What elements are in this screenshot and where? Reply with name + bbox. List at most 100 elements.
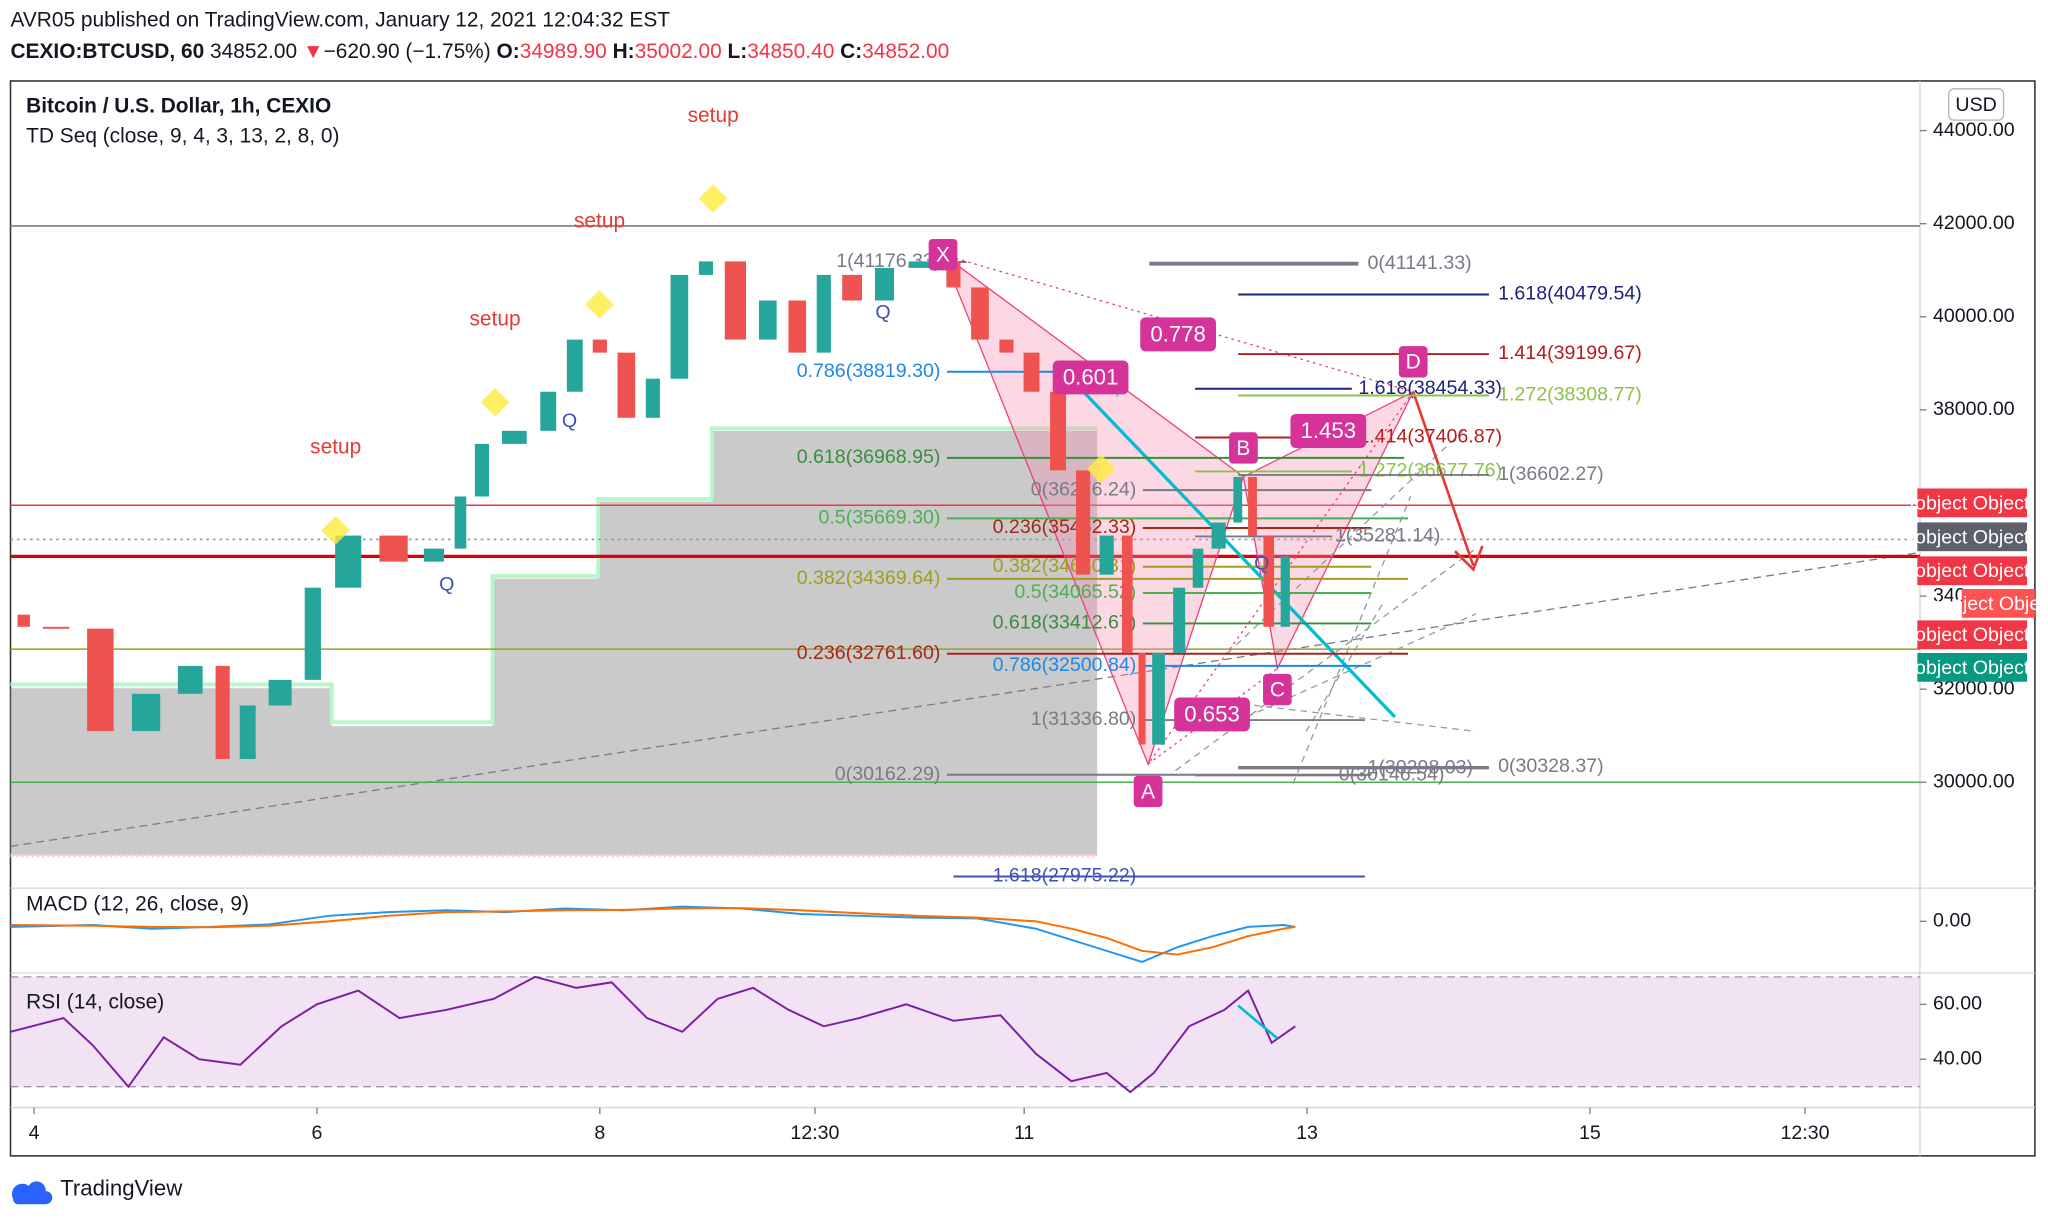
l: 34850.40	[747, 40, 834, 63]
fib-label: 1.414(37406.87)	[1358, 426, 1502, 448]
candle	[1138, 652, 1146, 745]
ratio-label: 1.453	[1301, 418, 1357, 443]
q-mark: Q	[1254, 552, 1269, 574]
candle	[87, 628, 114, 732]
point-box	[1263, 673, 1292, 706]
fib-label: 0.5(34065.52)	[1014, 581, 1136, 603]
candle	[42, 626, 70, 629]
change: −620.90 (−1.75%)	[324, 40, 491, 63]
c-label: C:	[840, 40, 862, 63]
last: 34852.00	[210, 40, 297, 63]
pattern-point: B	[1236, 437, 1250, 460]
fib-label: 0.382(34630.31)	[993, 555, 1137, 577]
publish-info: AVR05 published on TradingView.com, Janu…	[10, 8, 670, 31]
ratio-label: 0.653	[1184, 702, 1240, 727]
candle	[177, 665, 203, 694]
fib-label: 0(30328.37)	[1498, 755, 1604, 777]
candle	[1173, 587, 1186, 653]
macd-macd	[10, 905, 1296, 963]
indicator-title: TD Seq (close, 9, 4, 3, 13, 2, 8, 0)	[26, 125, 339, 148]
q-mark: Q	[439, 573, 454, 595]
candle	[1023, 352, 1040, 392]
x-tick-label: 12:30	[790, 1122, 839, 1144]
candle	[617, 352, 636, 418]
x-tick-label: 6	[312, 1122, 323, 1144]
chart-title: Bitcoin / U.S. Dollar, 1h, CEXIO	[26, 95, 331, 118]
rsi-trend	[1237, 1004, 1279, 1040]
arrow-head	[1454, 545, 1484, 572]
fib-label: 0.236(35462.33)	[993, 516, 1137, 538]
pattern-point: X	[936, 244, 950, 267]
candle	[971, 287, 989, 340]
td-line	[10, 426, 1098, 725]
cyan-trend	[1069, 377, 1397, 719]
x-tick-label: 12:30	[1781, 1122, 1830, 1144]
candle	[842, 274, 862, 301]
fib-label: 0.618(36968.95)	[797, 446, 941, 468]
y-tick-label: 42000.00	[1933, 212, 2015, 234]
currency: USD	[1955, 94, 1996, 116]
candle	[566, 339, 583, 392]
point-box	[1398, 346, 1428, 378]
y-tick-label: 32000.00	[1933, 677, 2015, 699]
diamond	[321, 515, 351, 545]
price-label-box	[1917, 556, 2028, 586]
y-tick-label: 340	[1933, 584, 1966, 606]
currency-box	[1948, 88, 2005, 121]
price-label-box	[1917, 653, 2028, 682]
candle	[758, 300, 777, 340]
candle	[454, 496, 467, 549]
fan-line	[1175, 548, 1477, 772]
fib-label: 1.618(27975.22)	[993, 865, 1137, 887]
o-label: O:	[497, 40, 520, 63]
candle	[1076, 470, 1091, 575]
price-label-box	[1917, 488, 2028, 518]
y-tick-label: 44000.00	[1933, 119, 2015, 141]
ratio-box	[1290, 414, 1367, 448]
x-tick-label: 4	[29, 1122, 40, 1144]
candle	[592, 339, 607, 353]
fib-label: 0(30162.29)	[835, 763, 941, 785]
candle	[1099, 535, 1114, 575]
setup-label: setup	[310, 435, 361, 458]
fib-label: 0.618(33412.67)	[993, 612, 1137, 634]
candle	[670, 274, 689, 379]
y-tick-label: 40.00	[1933, 1047, 1982, 1069]
fib-label: 1(35281.14)	[1335, 525, 1441, 547]
candle	[1248, 476, 1257, 536]
candle	[215, 665, 230, 759]
macd-title: MACD (12, 26, close, 9)	[26, 893, 249, 916]
fib-label: 1.272(36677.76)	[1358, 460, 1502, 482]
trend-line	[10, 551, 1921, 847]
fib-label: 0.786(32500.84)	[993, 654, 1137, 676]
fib-label: 1(36602.27)	[1498, 463, 1604, 485]
fib-label: 0.236(32761.60)	[797, 642, 941, 664]
candle	[1152, 652, 1165, 745]
brand: TradingView	[60, 1176, 183, 1201]
candle	[304, 587, 321, 680]
rsi-line	[10, 975, 1296, 1094]
logo	[11, 1181, 53, 1205]
fib-label: 0.786(38819.30)	[797, 360, 941, 382]
fib-label: 0.382(34369.64)	[797, 567, 941, 589]
candle	[724, 261, 746, 340]
candle	[645, 378, 660, 418]
pattern-point: D	[1406, 351, 1421, 374]
arrow: ▼	[303, 40, 324, 63]
setup-label: setup	[574, 210, 625, 233]
setup-label: setup	[688, 104, 739, 127]
candle	[502, 430, 527, 444]
point-box	[928, 239, 958, 271]
fib-label: 0.5(35669.30)	[818, 507, 940, 529]
diamond	[1086, 454, 1116, 484]
candle	[1192, 548, 1204, 588]
price-label: [object Object]	[1910, 492, 2035, 514]
fib-label: 1(31336.80)	[1031, 708, 1137, 730]
x-tick-label: 8	[594, 1122, 605, 1144]
price-label: [object Object]	[1910, 560, 2035, 582]
x-tick-label: 15	[1579, 1122, 1601, 1144]
y-tick-label: 38000.00	[1933, 398, 2015, 420]
candle	[1211, 522, 1226, 549]
fib-label: 1.272(38308.77)	[1498, 384, 1642, 406]
fib-label: 0(41141.33)	[1367, 252, 1471, 274]
